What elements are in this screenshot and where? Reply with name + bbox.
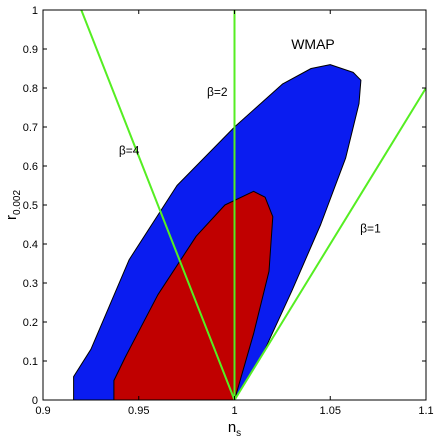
x-tick-label: 0.95 [128,405,149,417]
y-tick-label: 0.6 [23,161,38,173]
x-axis-label-main: n [228,419,236,436]
x-tick-label: 1.1 [418,405,433,417]
annotation-label: β=2 [207,85,228,99]
x-tick-label: 1 [231,405,237,417]
x-axis-label: ns [228,419,241,439]
beta-line-3 [233,87,426,400]
x-axis: 0.9 0.95 1 1.05 1.1 [35,10,434,417]
beta-lines [80,10,426,400]
y-tick-label: 0.8 [23,83,38,95]
x-tick-label: 0.9 [35,405,50,417]
contour-regions [73,64,362,400]
y-axis-label-sub: 0.002 [12,190,23,215]
annotations: WMAP β=2 β=4 β=1 [119,36,381,235]
x-axis-label-sub: s [236,428,241,439]
annotation-label: β=4 [119,143,140,157]
y-tick-label: 0.5 [23,200,38,212]
y-axis: 0 0.1 0.2 0.3 0.4 0.5 0.6 0.7 0.8 0.9 1 [23,5,426,407]
beta-line-1 [80,10,236,400]
y-axis-label-main: r [3,215,20,220]
y-tick-label: 0.2 [23,317,38,329]
annotation-label: WMAP [291,36,335,52]
y-tick-label: 0.9 [23,44,38,56]
y-tick-label: 0.7 [23,122,38,134]
y-tick-label: 0.4 [23,239,38,251]
y-tick-label: 0 [32,395,38,407]
y-tick-label: 0.3 [23,278,38,290]
y-tick-label: 1 [32,5,38,17]
annotation-label: β=1 [360,221,381,235]
y-tick-label: 0.1 [23,356,38,368]
y-axis-label: r0.002 [3,190,23,220]
x-tick-label: 1.05 [320,405,341,417]
